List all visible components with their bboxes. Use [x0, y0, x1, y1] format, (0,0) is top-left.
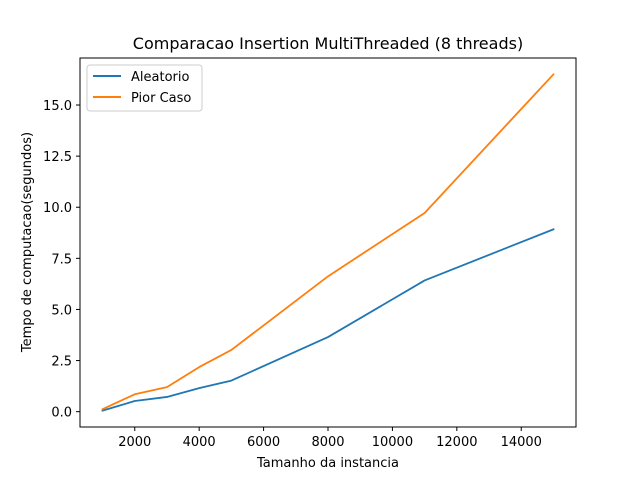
x-tick-label: 12000 [436, 435, 477, 450]
x-tick-label: 6000 [247, 435, 280, 450]
y-tick-label: 5.0 [51, 303, 72, 318]
y-tick-label: 10.0 [43, 201, 72, 216]
series-layer [101, 73, 555, 412]
y-tick-label: 0.0 [51, 406, 72, 421]
legend-label-aleatorio: Aleatorio [131, 70, 189, 85]
x-tick-label: 4000 [183, 435, 216, 450]
series-line-aleatorio [101, 228, 555, 412]
y-axis-ticks: 0.0 2.5 5.0 7.5 10.0 12.5 15.0 [43, 99, 80, 421]
y-tick-label: 12.5 [43, 150, 72, 165]
x-tick-label: 10000 [372, 435, 413, 450]
chart-title: Comparacao Insertion MultiThreaded (8 th… [133, 34, 523, 53]
x-tick-label: 8000 [311, 435, 344, 450]
y-tick-label: 15.0 [43, 99, 72, 114]
y-tick-label: 2.5 [51, 355, 72, 370]
x-tick-label: 14000 [501, 435, 542, 450]
legend: Aleatorio Pior Caso [86, 64, 203, 112]
x-axis-label: Tamanho da instancia [256, 456, 399, 471]
x-tick-label: 2000 [118, 435, 151, 450]
y-tick-label: 7.5 [51, 252, 72, 267]
legend-label-pior-caso: Pior Caso [131, 91, 191, 106]
series-line-pior-caso [101, 73, 555, 411]
y-axis-label: Tempo de computacao(segundos) [20, 132, 35, 353]
x-axis-ticks: 2000 4000 6000 8000 10000 12000 14000 [118, 427, 542, 450]
